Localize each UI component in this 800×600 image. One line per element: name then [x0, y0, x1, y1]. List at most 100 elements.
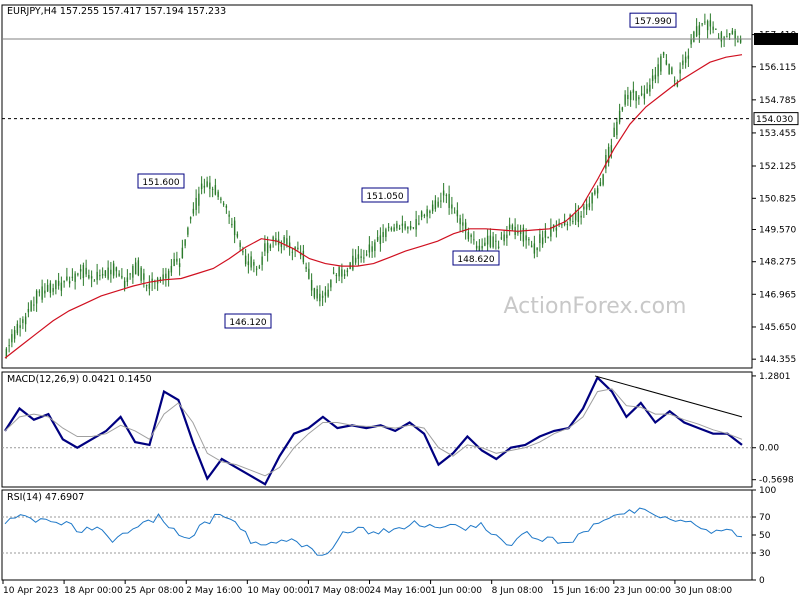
- candle-body: [272, 236, 274, 241]
- candle-body: [385, 229, 387, 238]
- candle-body: [690, 39, 692, 45]
- candle-body: [200, 183, 203, 190]
- candle-body: [299, 252, 302, 256]
- macd-tick-label: 0.00: [759, 444, 779, 454]
- candle-body: [165, 273, 167, 279]
- candle-body: [618, 110, 621, 123]
- candle-body: [324, 292, 327, 296]
- swing-label: 148.620: [457, 255, 494, 265]
- candle-body: [426, 209, 428, 217]
- candle-body: [327, 289, 329, 297]
- time-tick-label: 10 May 00:00: [247, 586, 309, 596]
- time-tick-label: 2 May 16:00: [186, 586, 242, 596]
- candle-body: [431, 204, 434, 212]
- rsi-tick-label: 70: [759, 513, 771, 523]
- candle-body: [682, 60, 684, 66]
- candle-body: [115, 267, 118, 272]
- candle-body: [643, 93, 646, 99]
- candle-body: [566, 224, 569, 226]
- candle-body: [104, 270, 107, 276]
- candle-body: [693, 31, 695, 42]
- candle-body: [649, 84, 651, 92]
- candle-body: [244, 255, 247, 265]
- candle-body: [68, 281, 71, 284]
- candle-body: [41, 286, 43, 300]
- candle-body: [374, 242, 376, 251]
- candle-body: [506, 234, 508, 239]
- candle-body: [360, 256, 362, 258]
- candle-body: [209, 182, 211, 189]
- price-tick-label: 154.785: [759, 96, 796, 106]
- candle-body: [187, 227, 189, 235]
- candle-body: [451, 204, 453, 209]
- time-tick-label: 10 Apr 2023: [3, 586, 59, 596]
- candle-body: [82, 265, 85, 279]
- candle-body: [486, 235, 489, 245]
- candle-body: [343, 274, 346, 276]
- candle-body: [684, 56, 687, 63]
- candle-body: [371, 246, 373, 252]
- candle-body: [148, 283, 151, 289]
- candle-body: [266, 242, 269, 254]
- candle-body: [393, 227, 395, 232]
- candle-body: [536, 247, 538, 251]
- candle-body: [484, 242, 486, 246]
- time-tick-label: 8 Jun 08:00: [492, 586, 544, 596]
- candle-body: [602, 174, 604, 185]
- candle-body: [654, 74, 657, 80]
- candle-body: [118, 273, 120, 276]
- candle-body: [170, 265, 173, 273]
- rsi-tick-label: 30: [759, 549, 771, 559]
- macd-tick-label: 1.2801: [759, 372, 791, 382]
- candle-body: [24, 316, 27, 325]
- candle-body: [19, 325, 21, 328]
- watermark-text: ActionForex.com: [504, 294, 687, 319]
- candle-body: [261, 256, 263, 265]
- candle-body: [423, 215, 426, 217]
- candle-body: [627, 94, 629, 100]
- candle-body: [530, 245, 533, 248]
- candle-body: [173, 258, 175, 267]
- candle-body: [181, 247, 184, 259]
- candle-body: [434, 200, 437, 210]
- candle-body: [638, 97, 640, 100]
- candle-body: [539, 234, 541, 243]
- candle-body: [167, 270, 170, 279]
- time-tick-label: 1 Jun 00:00: [431, 586, 483, 596]
- candle-body: [30, 301, 32, 311]
- candle-body: [489, 235, 492, 247]
- candle-body: [22, 319, 24, 323]
- time-tick-label: 17 May 08:00: [308, 586, 370, 596]
- time-tick-label: 23 Jun 00:00: [614, 586, 671, 596]
- candle-body: [239, 242, 241, 247]
- candle-body: [255, 268, 258, 270]
- candle-body: [522, 227, 525, 242]
- candle-body: [671, 67, 673, 75]
- price-pane: EURJPY,H4 157.255 157.417 157.194 157.23…: [2, 6, 799, 365]
- candle-body: [398, 227, 401, 229]
- candle-body: [88, 274, 90, 279]
- candle-body: [635, 91, 637, 101]
- candle-body: [101, 273, 104, 276]
- candle-body: [85, 267, 87, 275]
- macd-pane: MACD(12,26,9) 0.0421 0.1450 1.2801 0.00 -0…: [2, 372, 794, 486]
- candle-body: [198, 193, 200, 206]
- swing-label: 151.600: [142, 178, 179, 188]
- time-tick-label: 25 Apr 08:00: [125, 586, 184, 596]
- candle-body: [233, 220, 236, 236]
- candle-body: [90, 276, 93, 279]
- candle-body: [475, 245, 478, 249]
- candle-body: [712, 26, 714, 30]
- rsi-pane: RSI(14) 47.6907 100 70 50 30 0: [2, 486, 776, 586]
- candle-body: [607, 146, 610, 163]
- time-tick-label: 30 Jun 08:00: [675, 586, 732, 596]
- candle-body: [404, 223, 406, 229]
- swing-label: 151.050: [366, 192, 403, 202]
- rsi-tick-label: 0: [759, 576, 765, 586]
- current-price-tag: [754, 32, 798, 45]
- candle-body: [203, 185, 206, 188]
- candle-body: [354, 257, 357, 263]
- price-tick-label: 152.125: [759, 162, 796, 172]
- candle-body: [134, 262, 137, 275]
- high-level-label: 157.990: [634, 17, 671, 27]
